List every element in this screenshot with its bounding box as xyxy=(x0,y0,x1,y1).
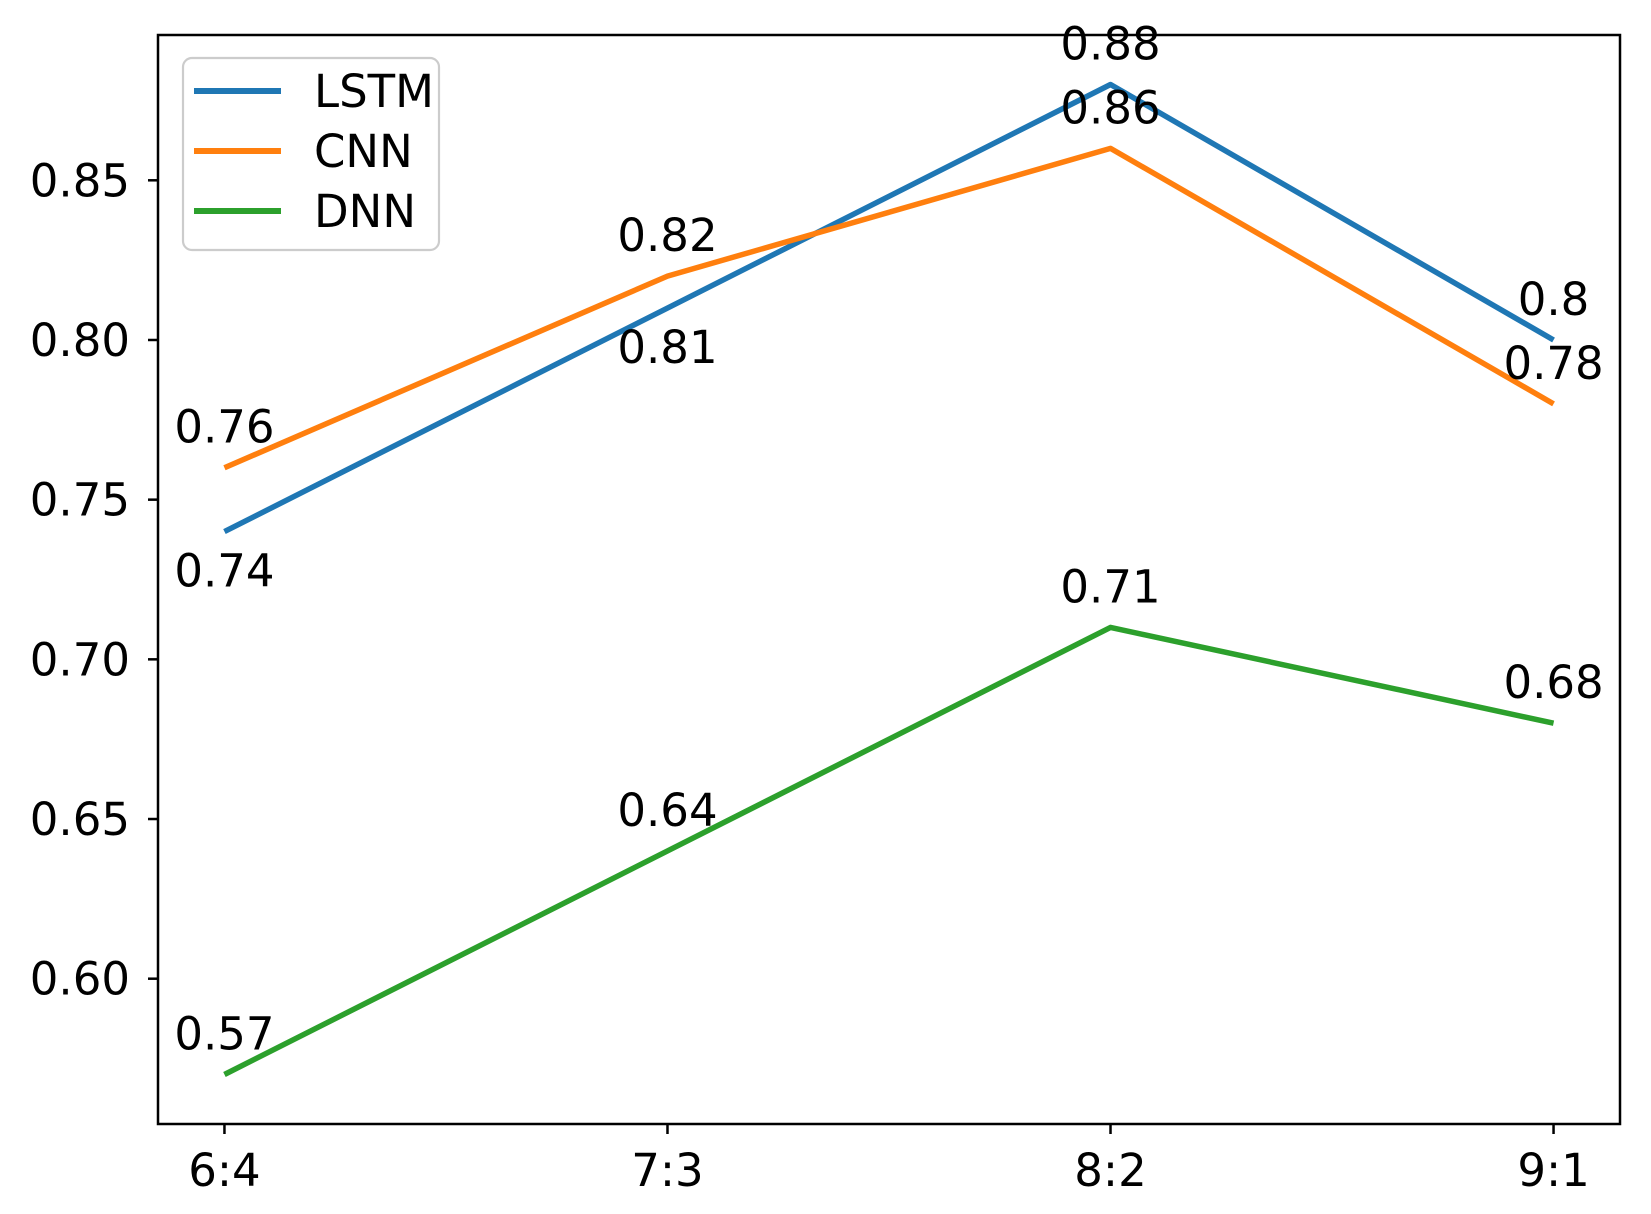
legend: LSTM CNN DNN xyxy=(181,56,441,252)
y-tick-label: 0.60 xyxy=(30,953,130,1006)
data-label-cnn-6:4: 0.76 xyxy=(174,401,274,454)
data-label-lstm-7:3: 0.81 xyxy=(617,321,717,374)
legend-label-dnn: DNN xyxy=(314,185,416,238)
data-label-dnn-6:4: 0.57 xyxy=(174,1008,274,1061)
series-lines xyxy=(223,81,1555,1077)
data-label-cnn-7:3: 0.82 xyxy=(617,209,717,262)
legend-label-lstm: LSTM xyxy=(314,65,434,118)
x-axis-ticks: 6:4 7:3 8:2 9:1 xyxy=(188,1124,1590,1197)
data-label-lstm-6:4: 0.74 xyxy=(174,545,274,598)
series-line-dnn xyxy=(223,624,1555,1077)
plot-frame xyxy=(156,33,1622,1126)
data-label-cnn-9:1: 0.78 xyxy=(1503,337,1603,390)
x-tick-label: 8:2 xyxy=(1074,1144,1146,1197)
data-label-lstm-9:1: 0.8 xyxy=(1518,273,1590,326)
legend-box xyxy=(181,56,441,252)
data-labels: 0.74 0.81 0.88 0.8 0.76 0.82 0.86 0.78 0.57 0.64 0… xyxy=(174,18,1603,1061)
y-tick-label: 0.85 xyxy=(30,154,130,207)
y-tick-label: 0.65 xyxy=(30,793,130,846)
data-label-dnn-9:1: 0.68 xyxy=(1503,656,1603,709)
y-axis-ticks: 0.60 0.65 0.70 0.75 0.80 0.85 xyxy=(30,154,158,1006)
x-tick-label: 9:1 xyxy=(1517,1144,1589,1197)
series-line-lstm xyxy=(223,81,1555,535)
x-tick-label: 6:4 xyxy=(188,1144,260,1197)
data-label-dnn-7:3: 0.64 xyxy=(617,784,717,837)
y-tick-label: 0.75 xyxy=(30,474,130,527)
y-tick-label: 0.70 xyxy=(30,633,130,686)
series-line-cnn xyxy=(223,145,1555,471)
legend-label-cnn: CNN xyxy=(314,125,413,178)
y-tick-label: 0.80 xyxy=(30,314,130,367)
data-label-cnn-8:2: 0.86 xyxy=(1060,81,1160,134)
data-label-dnn-8:2: 0.71 xyxy=(1060,560,1160,613)
data-label-lstm-8:2: 0.88 xyxy=(1060,18,1160,71)
x-tick-label: 7:3 xyxy=(631,1144,703,1197)
